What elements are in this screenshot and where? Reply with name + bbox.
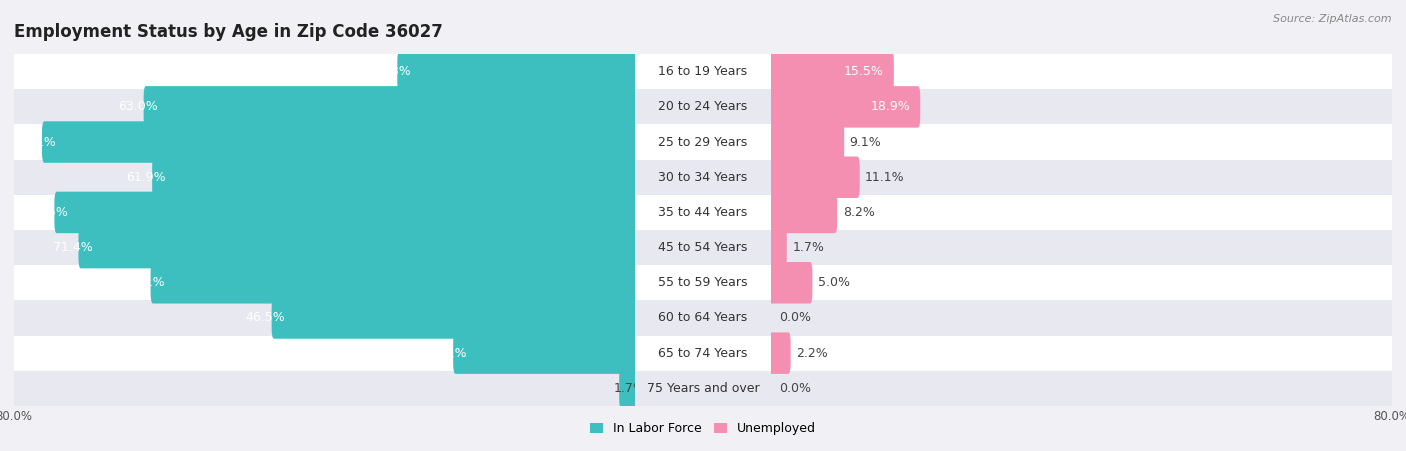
Bar (634, 124, 772, 160)
Legend: In Labor Force, Unemployed: In Labor Force, Unemployed (585, 417, 821, 440)
FancyBboxPatch shape (769, 192, 837, 233)
Bar (772, 124, 1392, 160)
Text: 75 Years and over: 75 Years and over (647, 382, 759, 395)
FancyBboxPatch shape (769, 86, 921, 128)
FancyBboxPatch shape (42, 121, 637, 163)
Text: 9.1%: 9.1% (849, 136, 882, 148)
Text: 2.2%: 2.2% (796, 347, 828, 359)
Text: Source: ZipAtlas.com: Source: ZipAtlas.com (1274, 14, 1392, 23)
Bar (634, 160, 772, 195)
Bar (772, 300, 1392, 336)
Bar (634, 230, 772, 265)
Text: 46.5%: 46.5% (246, 312, 285, 324)
FancyBboxPatch shape (453, 332, 637, 374)
Bar (634, 54, 772, 89)
Text: 23.1%: 23.1% (427, 347, 467, 359)
Bar (772, 195, 1392, 230)
Bar (634, 336, 772, 371)
Text: 20 to 24 Years: 20 to 24 Years (658, 101, 748, 113)
FancyBboxPatch shape (150, 262, 637, 304)
Text: 11.1%: 11.1% (865, 171, 905, 184)
Text: 62.1%: 62.1% (125, 276, 165, 289)
Bar (14, 371, 634, 406)
Bar (772, 54, 1392, 89)
FancyBboxPatch shape (769, 227, 787, 268)
FancyBboxPatch shape (769, 121, 844, 163)
Bar (14, 195, 634, 230)
Bar (14, 336, 634, 371)
Bar (14, 89, 634, 124)
Bar (14, 54, 634, 89)
Text: 30 to 34 Years: 30 to 34 Years (658, 171, 748, 184)
FancyBboxPatch shape (271, 297, 637, 339)
Bar (772, 160, 1392, 195)
Text: 61.9%: 61.9% (127, 171, 166, 184)
Bar (772, 265, 1392, 300)
Text: 0.0%: 0.0% (779, 382, 811, 395)
FancyBboxPatch shape (769, 262, 813, 304)
Bar (772, 336, 1392, 371)
Text: 18.9%: 18.9% (870, 101, 910, 113)
FancyBboxPatch shape (55, 192, 637, 233)
FancyBboxPatch shape (152, 156, 637, 198)
Bar (14, 230, 634, 265)
Text: 16 to 19 Years: 16 to 19 Years (658, 65, 748, 78)
Bar (772, 371, 1392, 406)
FancyBboxPatch shape (79, 227, 637, 268)
FancyBboxPatch shape (143, 86, 637, 128)
Text: 35 to 44 Years: 35 to 44 Years (658, 206, 748, 219)
Text: 5.0%: 5.0% (818, 276, 849, 289)
Text: 45 to 54 Years: 45 to 54 Years (658, 241, 748, 254)
Bar (634, 300, 772, 336)
Text: 76.1%: 76.1% (17, 136, 56, 148)
Bar (14, 160, 634, 195)
Text: 60 to 64 Years: 60 to 64 Years (658, 312, 748, 324)
Text: 1.7%: 1.7% (614, 382, 645, 395)
Text: 71.4%: 71.4% (52, 241, 93, 254)
FancyBboxPatch shape (769, 51, 894, 92)
Bar (634, 371, 772, 406)
Bar (772, 230, 1392, 265)
Text: 8.2%: 8.2% (842, 206, 875, 219)
Bar (14, 124, 634, 160)
Text: 25 to 29 Years: 25 to 29 Years (658, 136, 748, 148)
Bar (634, 195, 772, 230)
Text: 65 to 74 Years: 65 to 74 Years (658, 347, 748, 359)
Text: 74.5%: 74.5% (28, 206, 69, 219)
Text: Employment Status by Age in Zip Code 36027: Employment Status by Age in Zip Code 360… (14, 23, 443, 41)
Bar (634, 265, 772, 300)
FancyBboxPatch shape (769, 156, 859, 198)
Text: 55 to 59 Years: 55 to 59 Years (658, 276, 748, 289)
FancyBboxPatch shape (619, 368, 637, 409)
Text: 63.0%: 63.0% (118, 101, 157, 113)
Bar (14, 300, 634, 336)
Text: 30.3%: 30.3% (371, 65, 412, 78)
Bar (772, 89, 1392, 124)
FancyBboxPatch shape (769, 332, 790, 374)
Text: 15.5%: 15.5% (844, 65, 884, 78)
FancyBboxPatch shape (398, 51, 637, 92)
Text: 1.7%: 1.7% (792, 241, 824, 254)
Bar (14, 265, 634, 300)
Text: 0.0%: 0.0% (779, 312, 811, 324)
Bar (634, 89, 772, 124)
